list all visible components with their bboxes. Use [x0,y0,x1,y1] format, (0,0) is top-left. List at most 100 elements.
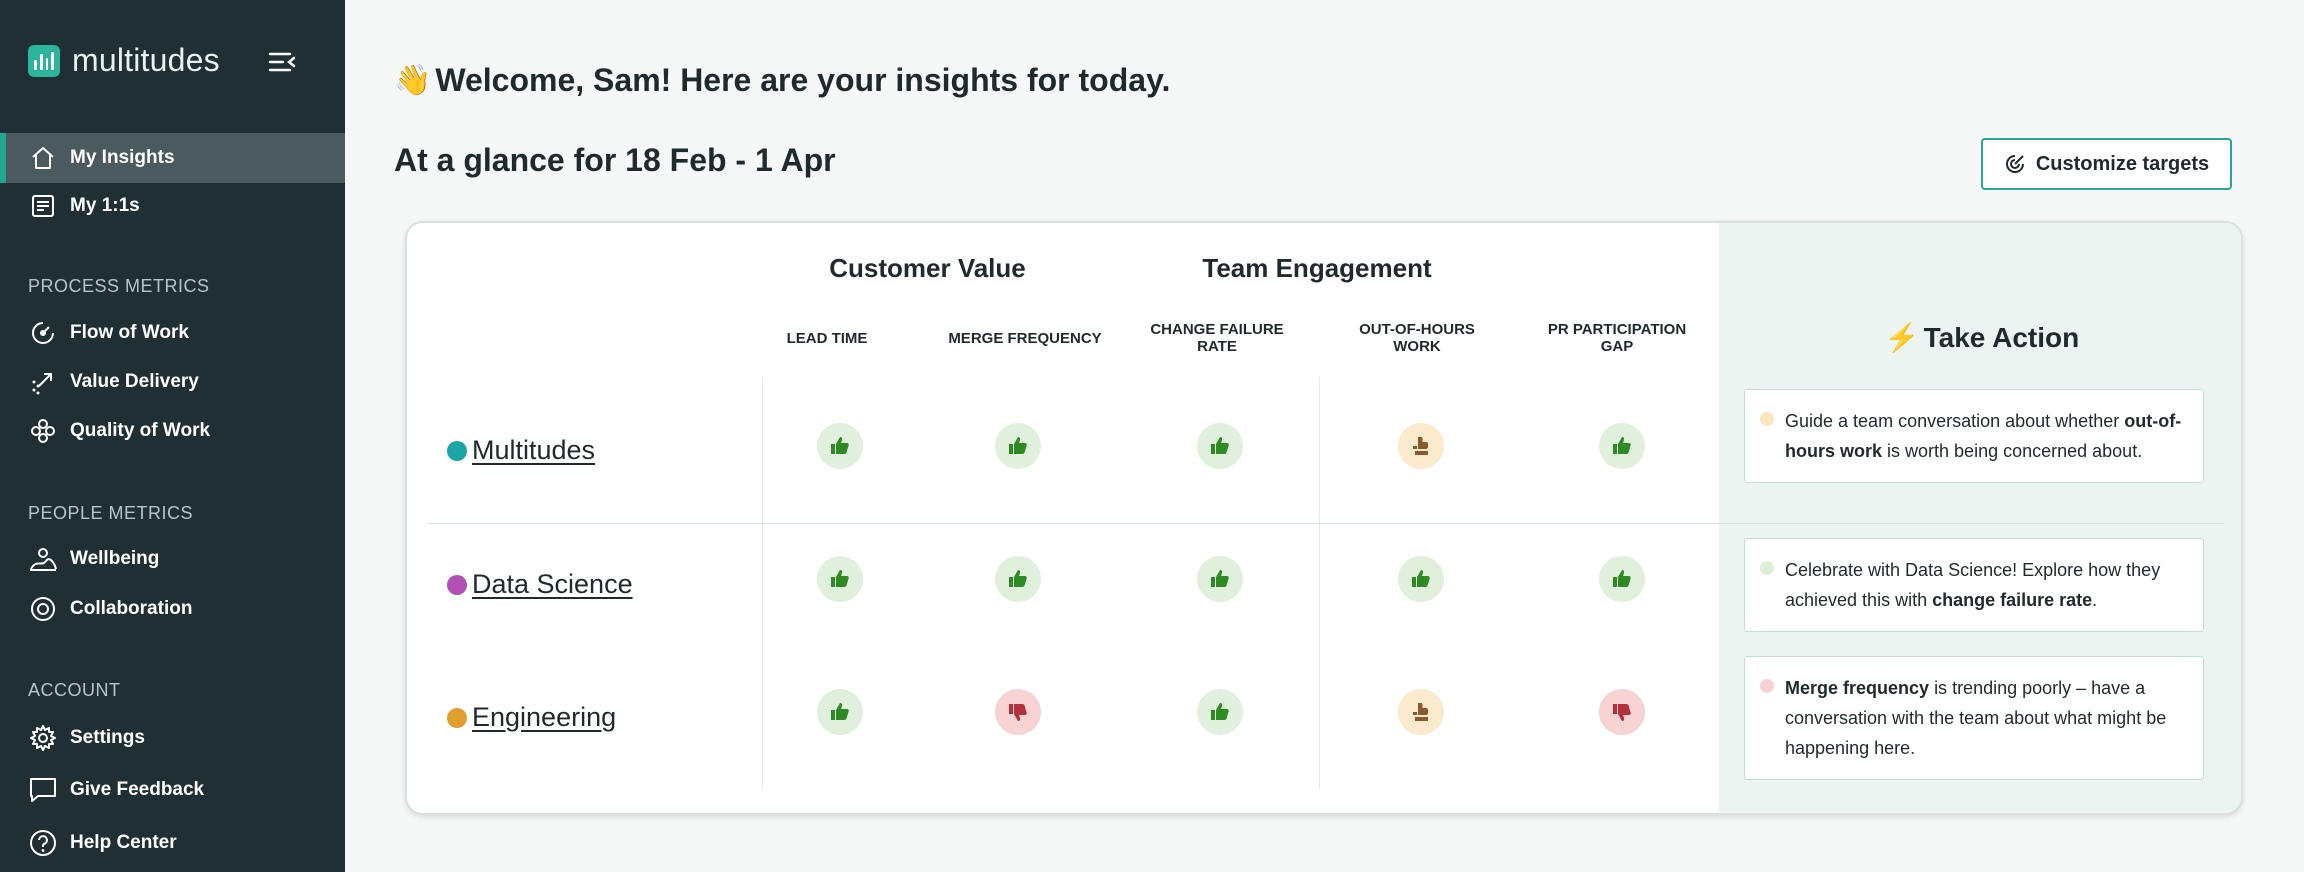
team-link-multitudes[interactable]: Multitudes [447,435,595,466]
column-divider [762,377,763,789]
metric-status-bad[interactable] [1599,689,1645,735]
collaboration-icon [28,594,58,624]
thumbs-up-icon [1009,437,1027,454]
thumbs-up-icon [831,703,849,720]
thumbs-up-icon [1211,437,1229,454]
sidebar-item-label: Give Feedback [70,779,205,800]
brand-name: multitudes [72,42,220,78]
multitudes-logo-icon [28,44,60,77]
metric-status-good[interactable] [817,689,863,735]
collapse-menu-icon[interactable] [268,50,296,74]
wellbeing-icon [28,544,58,574]
sidebar-item-help-center[interactable]: Help Center [0,818,345,868]
sidebar-item-flow-of-work[interactable]: Flow of Work [0,308,345,358]
thumbs-down-icon [1009,704,1027,721]
metric-status-warn[interactable] [1398,423,1444,469]
help-icon [28,828,58,858]
customize-targets-label: Customize targets [2035,152,2210,175]
action-status-dot [1760,679,1774,693]
column-pr-participation-gap: PR PARTICIPATION GAP [1547,321,1687,355]
sidebar-item-quality-of-work[interactable]: Quality of Work [0,406,345,456]
sidebar-item-give-feedback[interactable]: Give Feedback [0,765,345,815]
sidebar-item-label: My Insights [70,147,175,168]
team-name: Engineering [472,702,617,732]
thumbs-up-icon [1613,437,1631,454]
section-account: ACCOUNT [28,680,121,700]
thumbs-up-icon [831,570,849,587]
gear-icon [28,723,58,753]
trend-icon [28,367,58,397]
thumbs-up-icon [831,437,849,454]
welcome-heading: 👋 Welcome, Sam! Here are your insights f… [394,62,1170,99]
home-icon [28,143,58,173]
metric-status-good[interactable] [995,423,1041,469]
sidebar-item-value-delivery[interactable]: Value Delivery [0,357,345,407]
metric-status-good[interactable] [1197,689,1243,735]
metric-status-good[interactable] [1197,423,1243,469]
take-action-title: ⚡ Take Action [1884,322,2080,353]
team-link-data-science[interactable]: Data Science [447,569,633,600]
thumbs-up-icon [1009,570,1027,587]
thumbs-up-icon [1613,570,1631,587]
team-name: Data Science [472,569,633,599]
team-color-dot [447,707,467,728]
sidebar-item-label: Wellbeing [70,548,160,569]
metric-status-good[interactable] [995,556,1041,602]
sidebar-item-label: Collaboration [70,598,193,619]
metric-status-good[interactable] [1599,423,1645,469]
brand[interactable]: multitudes [28,42,220,79]
team-link-engineering[interactable]: Engineering [447,702,616,733]
group-customer-value: Customer Value [829,253,1026,283]
column-change-failure-rate: CHANGE FAILURE RATE [1150,321,1284,355]
metric-status-good[interactable] [1398,556,1444,602]
metric-status-bad[interactable] [995,689,1041,735]
welcome-text: Welcome, Sam! Here are your insights for… [435,62,1171,98]
sidebar-item-label: Value Delivery [70,371,199,392]
sidebar-item-collaboration[interactable]: Collaboration [0,584,345,634]
metric-status-warn[interactable] [1398,689,1444,735]
action-card[interactable]: Merge frequency is trending poorly – hav… [1744,656,2204,780]
team-color-dot [447,574,467,595]
sidebar: multitudes My Insights My 1:1s PROCESS M… [0,0,345,872]
target-icon [2004,153,2026,175]
flow-icon [28,318,58,348]
sidebar-item-settings[interactable]: Settings [0,713,345,763]
column-divider [1319,377,1320,789]
column-out-of-hours-work: OUT-OF-HOURS WORK [1359,321,1475,355]
metric-status-good[interactable] [817,423,863,469]
column-lead-time: LEAD TIME [786,330,868,347]
column-merge-frequency: MERGE FREQUENCY [948,330,1102,347]
section-people-metrics: PEOPLE METRICS [28,503,194,523]
sidebar-item-label: My 1:1s [70,195,140,216]
sidebar-item-my-1-1s[interactable]: My 1:1s [0,181,345,231]
thumbs-sideways-icon [1413,703,1428,721]
sidebar-item-label: Flow of Work [70,322,189,343]
metric-status-good[interactable] [817,556,863,602]
team-name: Multitudes [472,435,596,465]
sidebar-item-my-insights[interactable]: My Insights [0,133,345,183]
customize-targets-button[interactable]: Customize targets [1981,138,2232,190]
action-status-dot [1760,561,1774,575]
team-color-dot [447,440,467,461]
metric-status-good[interactable] [1599,556,1645,602]
thumbs-up-icon [1211,570,1229,587]
thumbs-up-icon [1412,570,1430,587]
action-card[interactable]: Celebrate with Data Science! Explore how… [1744,538,2204,632]
row-divider [427,523,2224,524]
metric-status-good[interactable] [1197,556,1243,602]
quality-icon [28,416,58,446]
group-team-engagement: Team Engagement [1202,253,1432,283]
action-status-dot [1760,412,1774,426]
sidebar-item-label: Help Center [70,832,177,853]
notes-icon [28,191,58,221]
chat-icon [28,775,58,805]
thumbs-up-icon [1211,703,1229,720]
insights-card: Customer Value Team Engagement LEAD TIME… [405,221,2243,815]
sidebar-item-wellbeing[interactable]: Wellbeing [0,534,345,584]
lightning-icon: ⚡ [1884,322,1920,353]
action-card[interactable]: Guide a team conversation about whether … [1744,389,2204,483]
sidebar-item-label: Settings [70,727,145,748]
wave-emoji-icon: 👋 [394,64,432,97]
page-title: At a glance for 18 Feb - 1 Apr [394,142,836,178]
section-process-metrics: PROCESS METRICS [28,276,210,296]
